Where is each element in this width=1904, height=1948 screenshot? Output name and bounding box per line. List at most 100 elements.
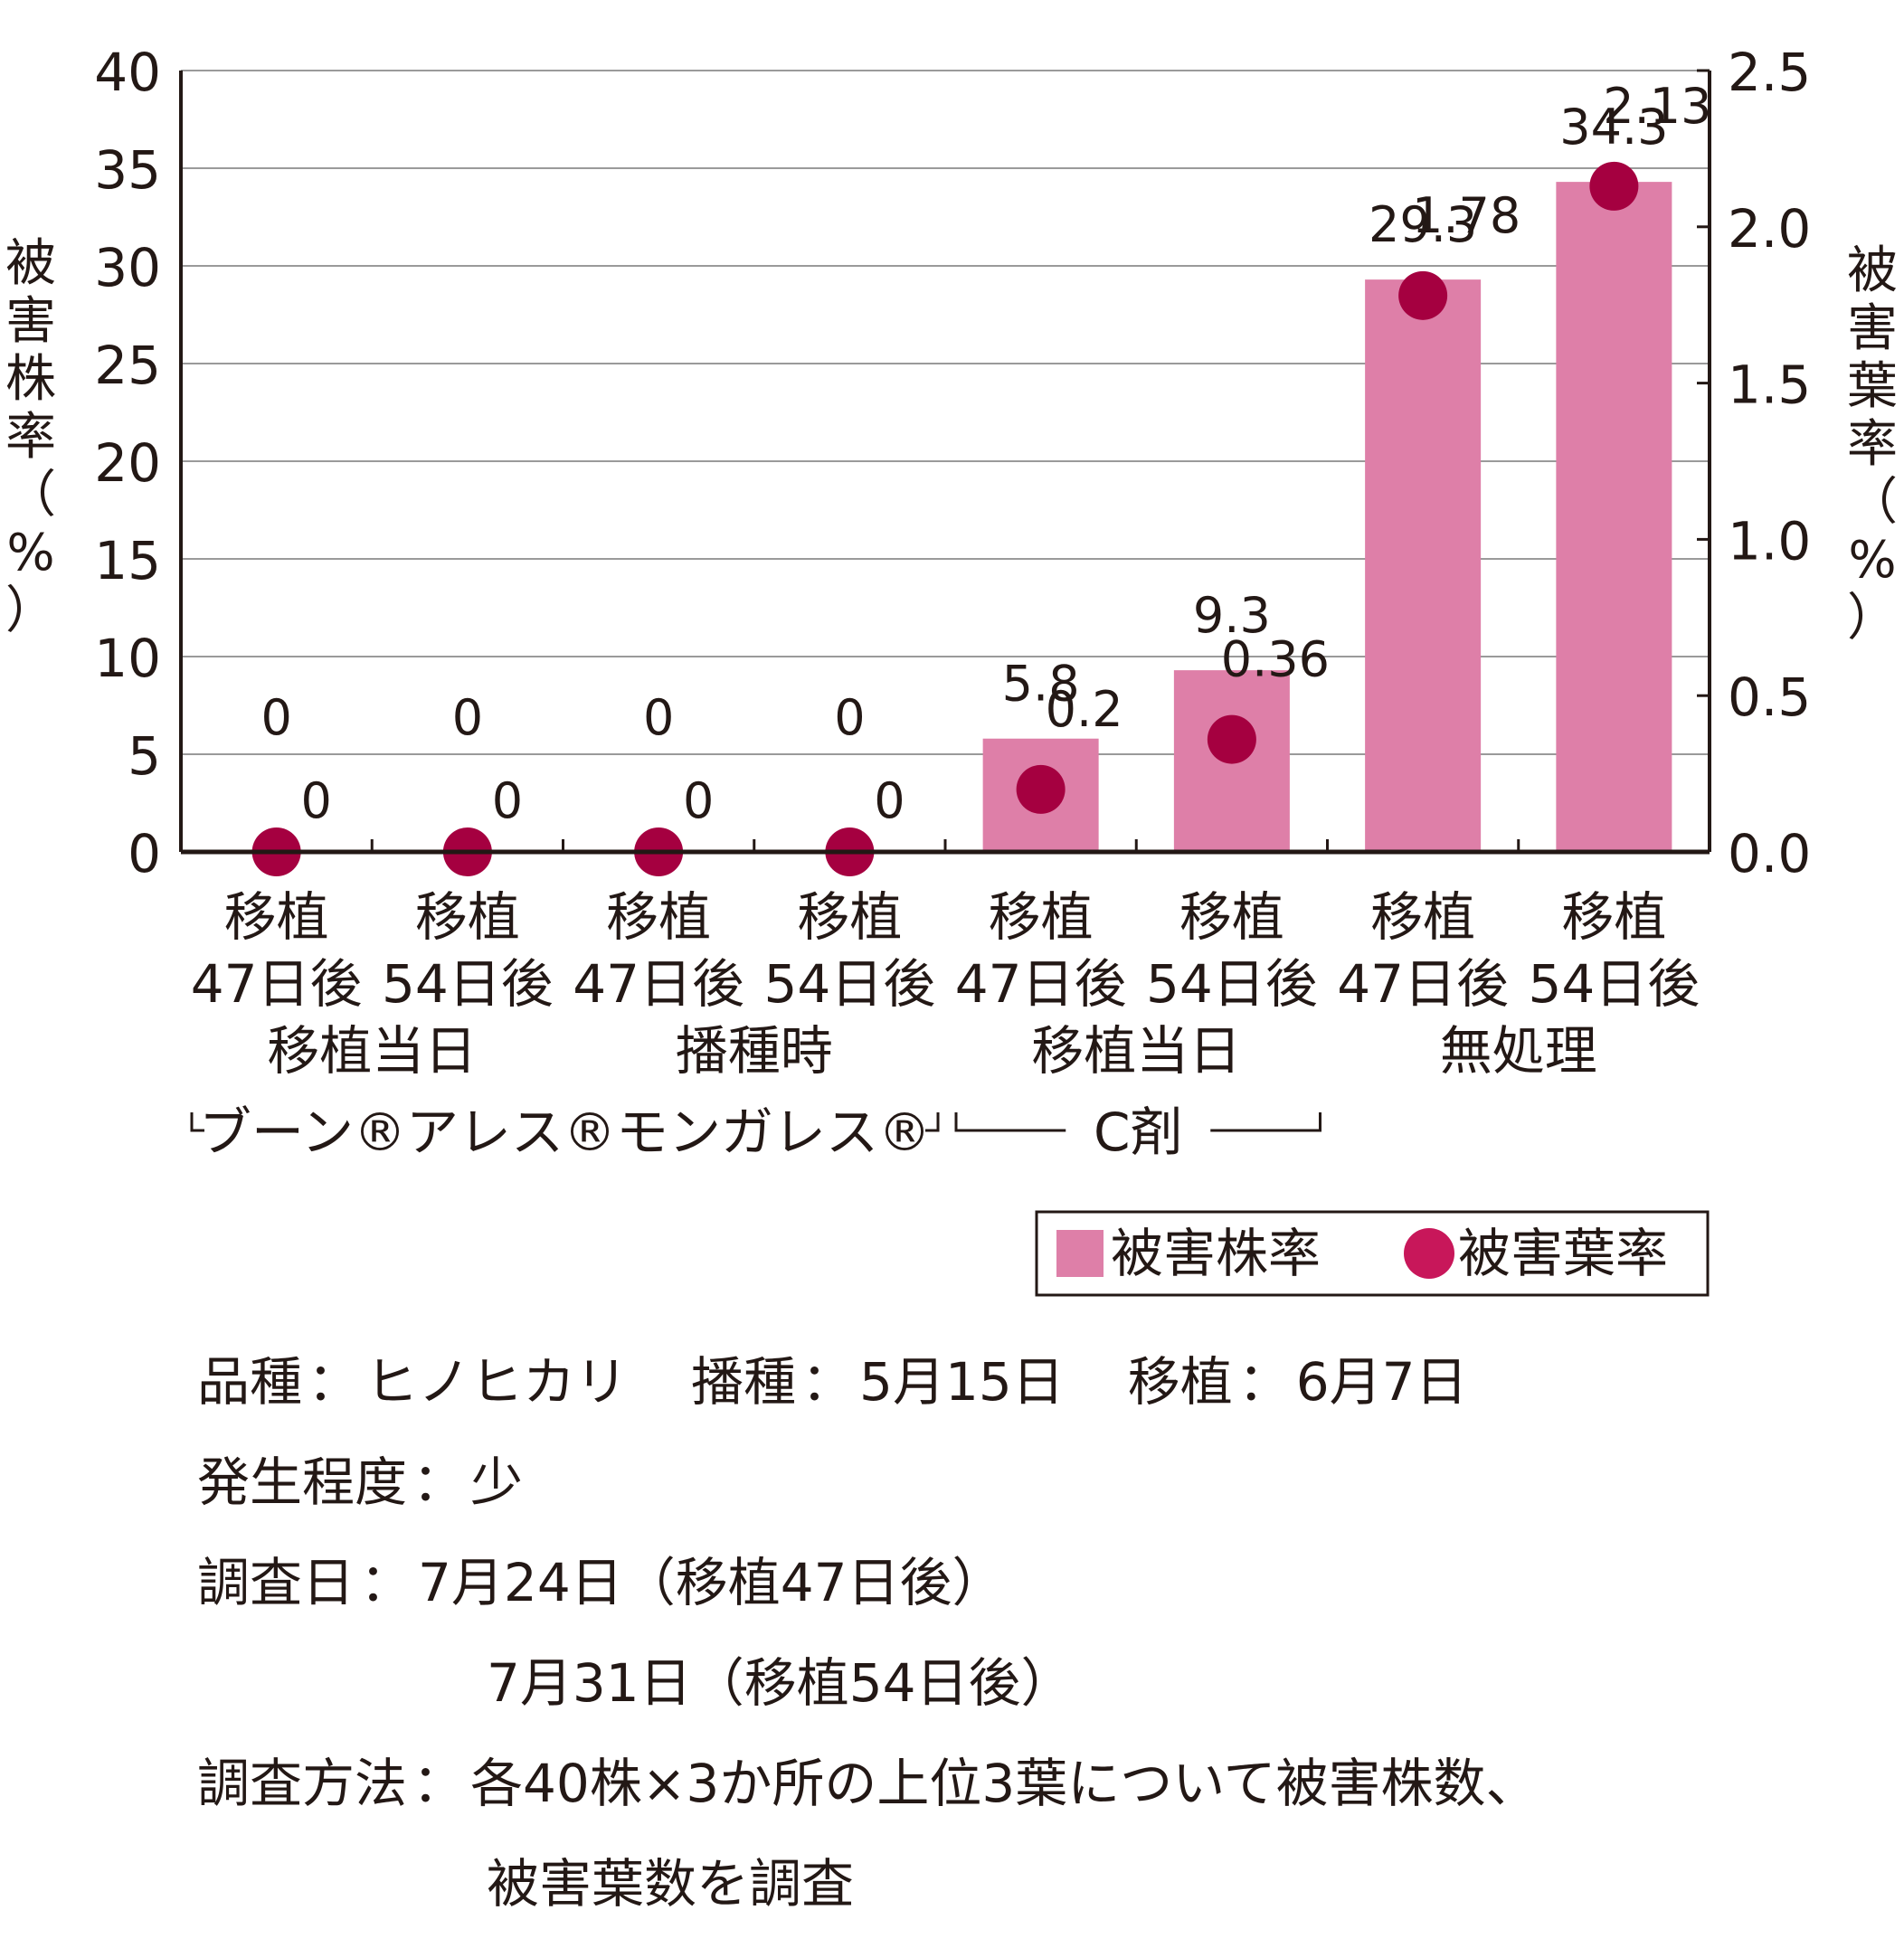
treatment-label-boon: ブーン®アレス®モンガレス® bbox=[199, 1102, 931, 1163]
left-tick-label: 40 bbox=[94, 42, 161, 103]
dot bbox=[1016, 764, 1066, 814]
category-label-line1: 移植 bbox=[415, 886, 520, 948]
category-label-line1: 移植 bbox=[989, 886, 1094, 948]
legend-dot-label: 被害葉率 bbox=[1458, 1223, 1668, 1284]
bar-value-label: 9.3 bbox=[1193, 587, 1271, 644]
dot-value-label: 0 bbox=[683, 772, 714, 829]
survey-date-2: 7月31日（移植54日後） bbox=[487, 1652, 1074, 1714]
separator: ： bbox=[360, 1552, 413, 1613]
right-tick-label: 0.0 bbox=[1728, 823, 1811, 884]
bar bbox=[1556, 182, 1672, 852]
dot-value-label: 0 bbox=[874, 772, 905, 829]
group-labels: 移植当日 播種時 移植当日 無処理 bbox=[267, 1020, 1597, 1082]
left-axis-ticks: 0 5 10 15 20 25 30 35 40 bbox=[94, 42, 161, 884]
dot bbox=[1589, 161, 1639, 211]
sowing-value: 5月15日 bbox=[859, 1351, 1065, 1413]
left-tick-label: 20 bbox=[94, 432, 161, 494]
left-tick-label: 10 bbox=[94, 628, 161, 689]
group-label: 移植当日 bbox=[1031, 1020, 1241, 1082]
category-label-line1: 移植 bbox=[1370, 886, 1475, 948]
category-label-line2: 47日後 bbox=[955, 953, 1127, 1015]
survey-notes: 品種 ： ヒノヒカリ 播種 ： 5月15日 移植 ： 6月7日 発生程度 ： 少… bbox=[197, 1346, 1538, 1948]
group-label: 無処理 bbox=[1440, 1020, 1597, 1082]
separator: ： bbox=[412, 1452, 466, 1513]
bar-value-label: 0 bbox=[834, 689, 865, 746]
category-label-line1: 移植 bbox=[797, 886, 902, 948]
dot-value-label: 0.2 bbox=[1046, 681, 1123, 738]
bar-value-label: 0 bbox=[643, 689, 674, 746]
bracket-c-right bbox=[1210, 1112, 1321, 1132]
dot-value-label: 1.78 bbox=[1412, 187, 1520, 244]
variety-value: ヒノヒカリ bbox=[365, 1351, 629, 1413]
dot-value-labels: 0 0 0 00.20.361.782.13 bbox=[300, 78, 1711, 829]
category-label-line1: 移植 bbox=[224, 886, 329, 948]
survey-date-1: 7月24日（移植47日後） bbox=[418, 1552, 1005, 1613]
note-row-survey-date-2: 7月31日（移植54日後） bbox=[197, 1647, 1538, 1747]
category-label-line1: 移植 bbox=[606, 886, 711, 948]
category-label-line2: 47日後 bbox=[1337, 953, 1509, 1015]
bracket-c-left bbox=[954, 1112, 1066, 1132]
category-label-line2: 54日後 bbox=[763, 953, 935, 1015]
bar-value-label: 5.8 bbox=[1002, 656, 1080, 713]
left-tick-label: 30 bbox=[94, 237, 161, 298]
dot-value-label: 0 bbox=[492, 772, 523, 829]
note-row-severity: 発生程度 ： 少 bbox=[197, 1446, 1538, 1546]
category-label-line1: 移植 bbox=[1561, 886, 1666, 948]
category-label-line2: 47日後 bbox=[191, 953, 363, 1015]
left-axis-title: 被害株率（%） bbox=[5, 234, 56, 640]
variety-key: 品種 bbox=[197, 1351, 303, 1413]
separator: ： bbox=[801, 1351, 855, 1413]
grid-lines bbox=[181, 70, 1710, 755]
right-tick-label: 1.0 bbox=[1728, 510, 1811, 572]
axes bbox=[179, 69, 1711, 855]
transplant-key: 移植 bbox=[1127, 1351, 1233, 1413]
method-line2: 被害葉数を調査 bbox=[487, 1853, 855, 1915]
right-axis-ticks: 0.0 0.5 1.0 1.5 2.0 2.5 bbox=[1728, 42, 1811, 884]
left-tick-label: 25 bbox=[94, 335, 161, 396]
bar-value-label: 34.3 bbox=[1559, 99, 1668, 156]
category-label-line2: 47日後 bbox=[573, 953, 744, 1015]
dot bbox=[1398, 270, 1448, 320]
bars-damaged-plant-rate bbox=[982, 182, 1672, 852]
bracket-right bbox=[925, 1112, 940, 1132]
method-line1: 各40株×3か所の上位3葉について被害株数、 bbox=[470, 1753, 1539, 1814]
legend-box bbox=[1035, 1210, 1710, 1297]
right-tick-label: 2.0 bbox=[1728, 198, 1811, 260]
severity-key: 発生程度 bbox=[197, 1452, 408, 1513]
separator: ： bbox=[308, 1351, 361, 1413]
category-label-line2: 54日後 bbox=[1528, 953, 1700, 1015]
note-row-variety: 品種 ： ヒノヒカリ 播種 ： 5月15日 移植 ： 6月7日 bbox=[197, 1346, 1538, 1446]
note-row-method-2: 被害葉数を調査 bbox=[197, 1848, 1538, 1948]
treatment-label-c: C剤 bbox=[1094, 1102, 1183, 1163]
category-label-line1: 移植 bbox=[1179, 886, 1284, 948]
sowing-key: 播種 bbox=[691, 1351, 797, 1413]
right-tick-label: 0.5 bbox=[1728, 667, 1811, 728]
separator: ： bbox=[412, 1753, 466, 1814]
dot-value-label: 0.36 bbox=[1221, 631, 1330, 688]
dot bbox=[1207, 714, 1256, 764]
left-tick-label: 5 bbox=[128, 725, 161, 787]
bar-value-label: 29.3 bbox=[1369, 196, 1477, 253]
axis-titles: 被害株率（%） 被害葉率（%） bbox=[5, 234, 1898, 648]
note-row-method: 調査方法 ： 各40株×3か所の上位3葉について被害株数、 bbox=[197, 1747, 1538, 1848]
left-tick-label: 35 bbox=[94, 139, 161, 201]
bar-value-labels: 0 0 0 0 5.8 9.3 29.3 34.3 bbox=[260, 99, 1668, 746]
method-key: 調査方法 bbox=[197, 1753, 408, 1814]
left-tick-label: 15 bbox=[94, 530, 161, 591]
category-label-line2: 54日後 bbox=[382, 953, 554, 1015]
left-tick-label: 0 bbox=[128, 823, 161, 884]
dot-value-label: 0 bbox=[300, 772, 331, 829]
transplant-value: 6月7日 bbox=[1295, 1351, 1468, 1413]
right-axis-title: 被害葉率（%） bbox=[1847, 241, 1898, 648]
bar bbox=[1365, 279, 1482, 852]
bracket-left bbox=[190, 1112, 204, 1132]
bar-value-label: 0 bbox=[260, 689, 291, 746]
category-label-line2: 54日後 bbox=[1146, 953, 1318, 1015]
note-row-survey-date: 調査日 ： 7月24日（移植47日後） bbox=[197, 1546, 1538, 1647]
legend: 被害株率 被害葉率 bbox=[1035, 1210, 1710, 1297]
legend-bar-swatch bbox=[1056, 1230, 1104, 1277]
dot-value-label: 2.13 bbox=[1603, 78, 1711, 135]
treatment-labels: ブーン®アレス®モンガレス® C剤 bbox=[190, 1102, 1321, 1163]
right-tick-label: 1.5 bbox=[1728, 355, 1811, 416]
